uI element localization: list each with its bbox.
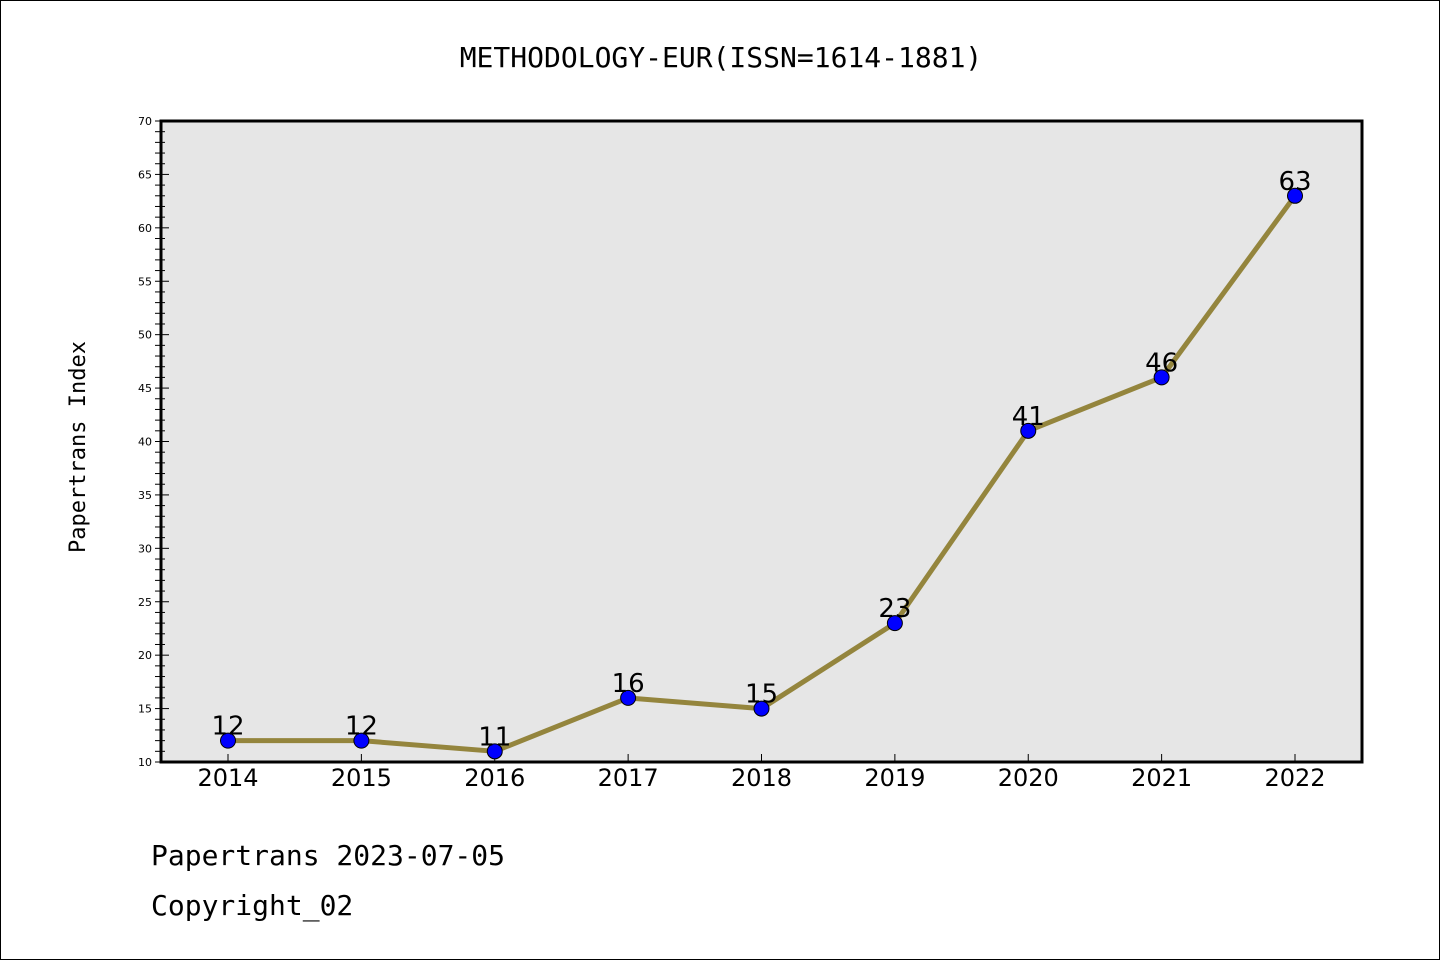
y-tick-label: 10 (138, 756, 152, 769)
data-label: 16 (612, 669, 645, 699)
chart-title: METHODOLOGY-EUR(ISSN=1614-1881) (460, 41, 983, 74)
y-tick-label: 70 (138, 115, 152, 128)
x-tick-label: 2018 (731, 764, 792, 792)
y-tick-label: 20 (138, 649, 152, 662)
data-label: 23 (878, 594, 911, 624)
data-label: 12 (345, 712, 378, 742)
y-tick-label: 25 (138, 596, 152, 609)
y-tick-label: 15 (138, 703, 152, 716)
y-tick-label: 50 (138, 329, 152, 342)
x-tick-label: 2019 (864, 764, 925, 792)
data-point (353, 732, 370, 749)
footer-copyright: Copyright_02 (151, 889, 353, 923)
data-label: 63 (1278, 167, 1311, 197)
y-tick-label: 40 (138, 436, 152, 449)
x-axis-ticks: 2014 2015 2016 2017 2018 2019 2020 2021 2022 (197, 754, 1326, 792)
y-tick-label: 30 (138, 542, 152, 555)
data-label: 41 (1012, 402, 1045, 432)
x-tick-label: 2014 (197, 764, 258, 792)
plot-area (161, 121, 1362, 762)
data-point (1287, 187, 1303, 204)
plot-border (159, 119, 1364, 764)
data-point (753, 700, 770, 717)
x-tick-label: 2020 (998, 764, 1059, 792)
y-tick-label: 35 (138, 489, 152, 502)
data-label: 46 (1145, 348, 1178, 378)
data-point (1020, 422, 1037, 439)
y-tick-label: 55 (138, 275, 152, 288)
x-tick-label: 2022 (1264, 764, 1325, 792)
data-point (1153, 369, 1170, 386)
data-label: 12 (211, 712, 244, 742)
data-point (886, 615, 903, 632)
y-axis-label: Papertrans Index (66, 341, 91, 553)
data-point (220, 732, 236, 749)
y-tick-label: 65 (138, 168, 152, 181)
footer-source-line: Papertrans 2023-07-05 (151, 839, 505, 872)
data-label: 11 (478, 722, 511, 752)
data-labels: 12 12 11 16 15 23 41 46 63 (211, 167, 1311, 753)
y-tick-label: 45 (138, 382, 152, 395)
data-point (620, 689, 637, 706)
x-tick-label: 2015 (331, 764, 392, 792)
data-label: 15 (745, 680, 778, 710)
data-point (486, 743, 503, 760)
x-tick-label: 2017 (598, 764, 659, 792)
y-tick-label: 60 (138, 222, 152, 235)
x-tick-label: 2021 (1131, 764, 1192, 792)
x-tick-label: 2016 (464, 764, 525, 792)
series-markers (220, 187, 1303, 760)
